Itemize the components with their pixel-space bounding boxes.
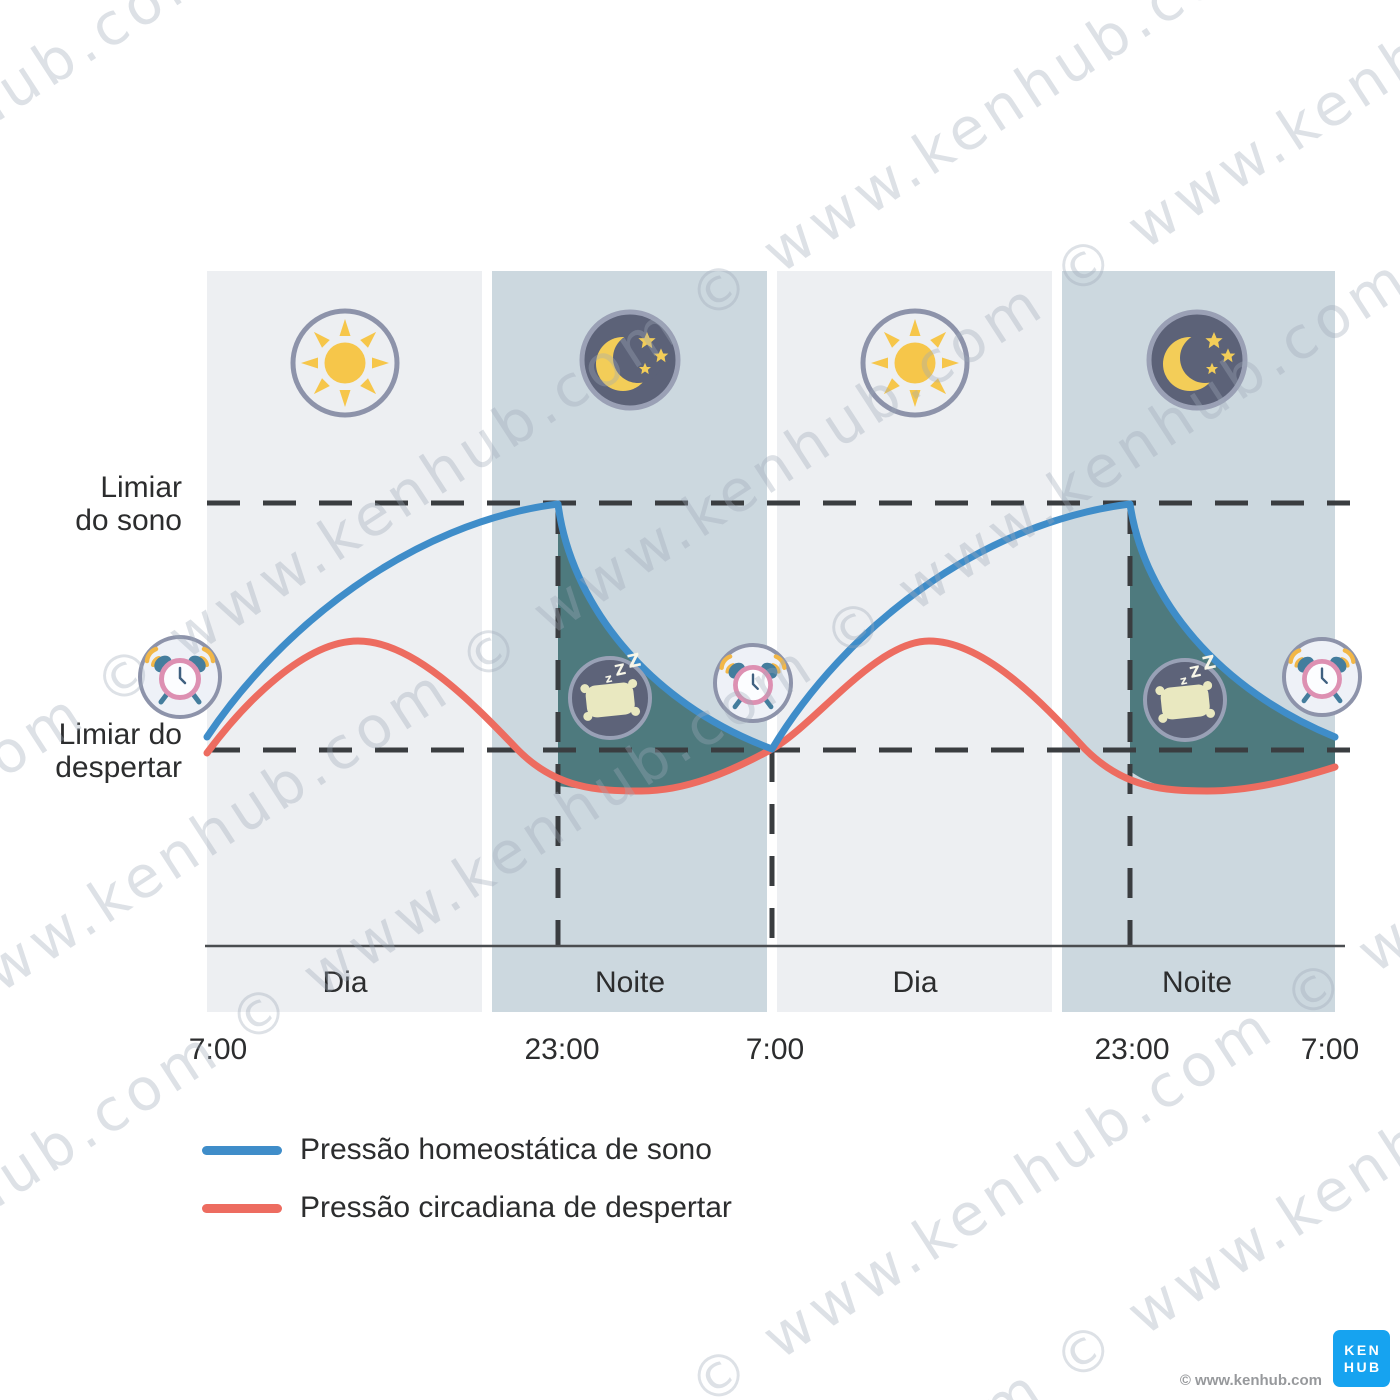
legend-item-circadian: Pressão circadiana de despertar <box>202 1191 732 1225</box>
alarm-clock-icon <box>1282 637 1362 717</box>
period-label-noite-1: Noite <box>594 966 666 999</box>
moon-icon <box>1146 309 1248 411</box>
legend-item-homeostatic: Pressão homeostática de sono <box>202 1133 712 1167</box>
svg-text:z: z <box>604 671 614 686</box>
circadian-line-swatch <box>202 1203 282 1213</box>
legend-label: Pressão homeostática de sono <box>300 1133 712 1166</box>
time-label-23h-2: 23:00 <box>1094 1033 1170 1066</box>
kenhub-logo: KEN HUB <box>1333 1330 1390 1387</box>
pillow-sleep-icon: z Z Z <box>568 650 652 740</box>
pillow-sleep-icon: z Z Z <box>1143 652 1227 742</box>
alarm-clock-icon <box>713 643 793 723</box>
svg-text:Z: Z <box>1188 662 1203 682</box>
copyright-text: © www.kenhub.com <box>1179 1372 1322 1389</box>
sun-icon <box>290 308 400 418</box>
svg-text:z: z <box>1179 673 1189 688</box>
sun-icon <box>860 308 970 418</box>
alarm-clock-icon <box>138 635 222 719</box>
sleep-threshold-label: Limiar do sono <box>75 471 182 537</box>
time-label-7h-2: 7:00 <box>745 1033 805 1066</box>
homeostatic-sleep-curve <box>203 500 1339 753</box>
legend-label: Pressão circadiana de despertar <box>300 1191 732 1224</box>
period-label-noite-2: Noite <box>1161 966 1233 999</box>
time-label-23h-1: 23:00 <box>524 1033 600 1066</box>
svg-text:Z: Z <box>626 650 643 673</box>
moon-icon <box>579 309 681 411</box>
svg-text:Z: Z <box>613 660 628 680</box>
period-label-dia-1: Dia <box>322 966 368 999</box>
time-label-7h-3: 7:00 <box>1300 1033 1360 1066</box>
time-label-7h-1: 7:00 <box>188 1033 248 1066</box>
wake-threshold-label: Limiar do despertar <box>55 718 182 784</box>
svg-text:Z: Z <box>1201 652 1218 675</box>
period-label-dia-2: Dia <box>892 966 938 999</box>
homeostatic-line-swatch <box>202 1145 282 1155</box>
